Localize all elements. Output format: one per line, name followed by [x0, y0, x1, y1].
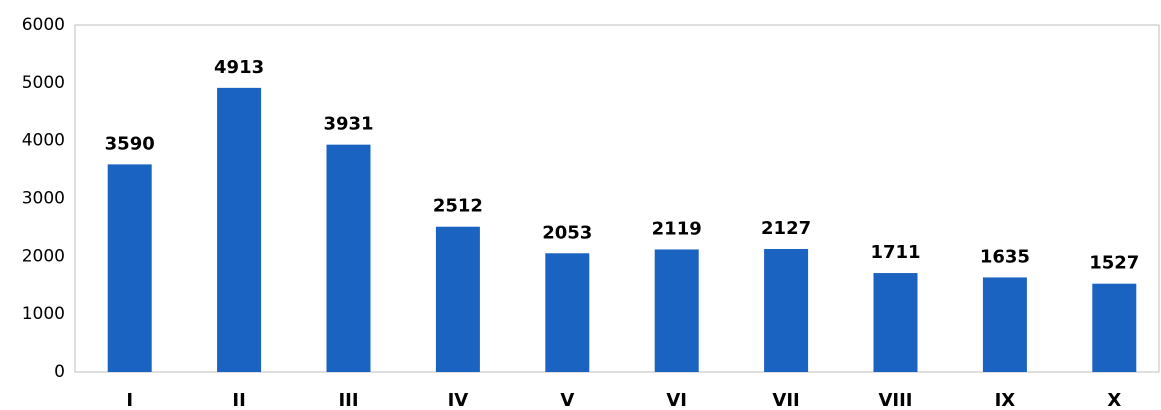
- plot-frame: [74, 24, 1160, 373]
- bar: [654, 249, 699, 372]
- data-label: 2053: [542, 222, 592, 243]
- x-tick-label: X: [1107, 390, 1121, 410]
- x-tick-label: VIII: [878, 390, 912, 410]
- y-tick-label: 3000: [22, 189, 65, 209]
- data-label: 3590: [105, 133, 155, 154]
- data-label: 2127: [761, 218, 811, 239]
- y-tick-label: 4000: [22, 131, 65, 151]
- y-tick-label: 5000: [22, 73, 65, 93]
- x-tick-label: V: [560, 390, 574, 410]
- data-label: 2512: [433, 196, 483, 217]
- y-tick-label: 2000: [22, 246, 65, 266]
- bar: [1092, 283, 1137, 372]
- y-tick-label: 1000: [22, 304, 65, 324]
- data-label: 4913: [214, 57, 264, 78]
- x-tick-label: IV: [448, 390, 469, 410]
- bar: [107, 164, 152, 372]
- x-tick-label: VI: [666, 390, 687, 410]
- data-label: 3931: [323, 114, 373, 135]
- x-tick-label: IX: [995, 390, 1016, 410]
- data-label: 2119: [652, 218, 702, 239]
- bar: [545, 253, 590, 372]
- x-tick-label: III: [338, 390, 358, 410]
- bar: [873, 273, 918, 372]
- data-label: 1711: [870, 242, 920, 263]
- data-label: 1527: [1089, 253, 1139, 274]
- data-label: 1635: [980, 246, 1030, 267]
- bar: [982, 277, 1027, 372]
- bar: [326, 144, 371, 372]
- x-tick-label: VII: [772, 390, 799, 410]
- x-tick-label: I: [126, 390, 133, 410]
- bar: [764, 248, 809, 372]
- y-tick-label: 6000: [22, 15, 65, 35]
- x-tick-label: II: [232, 390, 245, 410]
- bar: [435, 226, 480, 372]
- bar: [217, 87, 262, 372]
- y-tick-label: 0: [54, 362, 65, 382]
